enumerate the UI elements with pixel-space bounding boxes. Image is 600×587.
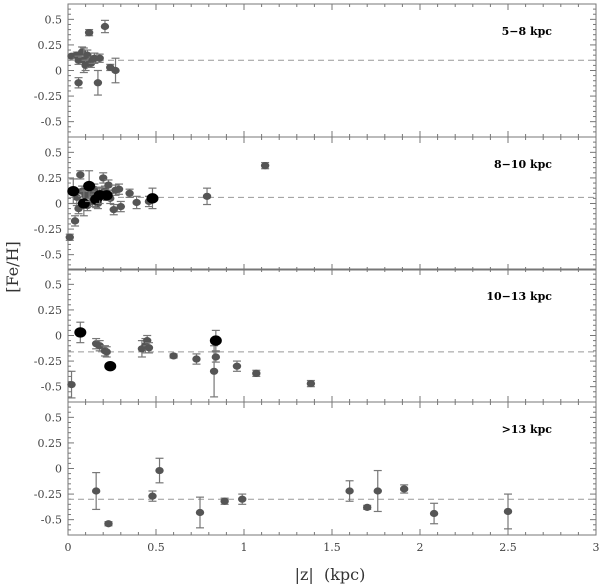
data-point <box>202 192 212 200</box>
panel-1: 0.5 0.25 0 -0.25 -0.5 8−10 kpc <box>34 136 597 271</box>
y-tick-label: 0.5 <box>45 146 63 159</box>
data-point <box>100 22 110 31</box>
y-tick-label: 0.25 <box>38 172 63 185</box>
data-point <box>209 367 219 375</box>
panel-label: 10−13 kpc <box>486 290 552 303</box>
data-point <box>232 362 242 370</box>
panel-3: 0.5 0.25 0 -0.25 -0.5 >13 kpc <box>34 401 597 536</box>
x-tick-label: 1 <box>241 541 248 554</box>
data-point <box>74 79 83 87</box>
data-point <box>306 379 316 388</box>
data-point <box>192 355 201 363</box>
data-point <box>238 495 247 503</box>
data-point <box>116 202 126 211</box>
data-point <box>67 381 76 389</box>
y-tick-label: 0.25 <box>38 437 63 450</box>
y-tick-label: 0.5 <box>45 411 63 424</box>
data-point <box>91 487 101 495</box>
data-point <box>399 485 409 493</box>
data-point-large <box>104 360 117 372</box>
y-tick-label: 0.5 <box>45 278 63 291</box>
y-tick-label: -0.5 <box>41 249 62 262</box>
x-tick-label: 1.5 <box>323 541 341 554</box>
y-tick-label: -0.25 <box>34 90 62 103</box>
x-tick-label: 3 <box>593 541 600 554</box>
data-point-large <box>146 193 159 204</box>
y-tick-label: 0.25 <box>38 304 63 317</box>
data-point <box>144 344 154 352</box>
data-point <box>104 520 113 528</box>
data-point <box>373 487 382 495</box>
y-tick-label: -0.25 <box>34 223 62 236</box>
data-point <box>252 369 261 377</box>
data-point <box>345 487 354 495</box>
data-point <box>114 185 124 193</box>
panel-frame <box>67 401 597 536</box>
data-point <box>363 503 372 511</box>
panel-label: 5−8 kpc <box>502 25 553 38</box>
panel-2: 0.5 0.25 0 -0.25 -0.5 10−13 kpc <box>34 268 597 403</box>
y-tick-label: -0.25 <box>34 355 62 368</box>
y-tick-label: -0.5 <box>41 514 62 527</box>
data-point <box>95 342 104 350</box>
y-tick-label: -0.25 <box>34 488 62 501</box>
y-axis-title: [Fe/H] <box>3 241 22 293</box>
data-point <box>76 171 85 179</box>
data-point-large <box>77 198 90 209</box>
data-point <box>109 206 118 214</box>
x-tick-label: 2 <box>417 541 424 554</box>
y-tick-label: 0 <box>55 65 62 78</box>
data-point <box>429 509 439 518</box>
data-point <box>155 466 164 475</box>
panel-0: 0.5 0.25 0 -0.25 -0.5 5−8 kpc <box>34 3 597 138</box>
data-point <box>111 66 120 75</box>
panel-label: >13 kpc <box>502 423 553 436</box>
x-axis-title: |z| (kpc) <box>295 565 366 584</box>
data-point-large <box>100 190 113 201</box>
x-tick-label: 0.5 <box>147 541 165 554</box>
data-point <box>260 162 270 170</box>
y-tick-label: 0.25 <box>38 39 63 52</box>
x-tick-label: 0 <box>65 541 72 554</box>
data-point <box>65 233 74 241</box>
y-tick-label: 0 <box>55 330 62 343</box>
data-point <box>148 492 157 500</box>
data-point <box>95 54 104 62</box>
data-point <box>211 353 221 361</box>
y-tick-label: -0.5 <box>41 381 62 394</box>
data-point <box>503 507 513 516</box>
data-point <box>132 198 141 207</box>
y-tick-label: 0.5 <box>45 13 63 26</box>
data-point <box>104 181 113 189</box>
data-point-large <box>209 335 222 346</box>
data-point <box>93 79 103 87</box>
data-point <box>84 29 94 37</box>
data-point <box>125 189 134 197</box>
data-point <box>195 508 205 517</box>
data-point <box>102 348 111 356</box>
data-point-large <box>67 186 80 197</box>
data-point-large <box>83 180 96 192</box>
y-tick-label: -0.5 <box>41 116 62 129</box>
data-point <box>220 497 229 505</box>
data-point-large <box>74 327 87 338</box>
panel-label: 8−10 kpc <box>494 158 552 171</box>
x-tick-label: 2.5 <box>499 541 517 554</box>
y-tick-label: 0 <box>55 198 62 211</box>
y-tick-label: 0 <box>55 463 62 476</box>
data-point <box>169 352 178 360</box>
panel-frame <box>67 3 597 138</box>
data-point <box>70 217 80 225</box>
panels-group: 0.5 0.25 0 -0.25 -0.5 5−8 kpc 0.5 0.25 0 -0.25 -0.… <box>34 3 597 536</box>
x-axis: 0 0.5 1 1.5 2 2.5 3 <box>65 541 600 554</box>
